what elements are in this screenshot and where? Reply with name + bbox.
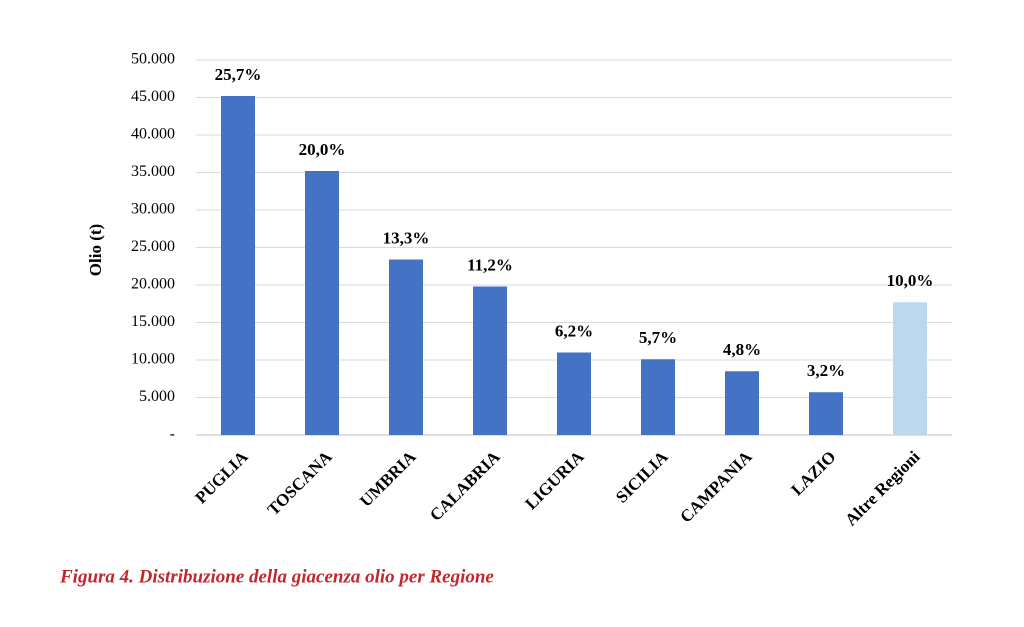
data-label: 11,2% bbox=[467, 255, 513, 274]
x-tick-label: PUGLIA bbox=[191, 447, 252, 508]
y-tick-label: 10.000 bbox=[131, 351, 175, 368]
data-label: 20,0% bbox=[299, 140, 346, 159]
y-tick-label: - bbox=[170, 426, 175, 443]
bar bbox=[305, 171, 339, 435]
bar bbox=[557, 352, 591, 435]
x-tick-label: SICILIA bbox=[612, 447, 672, 507]
x-tick-label: LIGURIA bbox=[521, 447, 588, 514]
x-tick-label: CAMPANIA bbox=[676, 447, 756, 527]
bar bbox=[389, 259, 423, 435]
bar bbox=[221, 96, 255, 435]
y-tick-label: 15.000 bbox=[131, 313, 175, 330]
x-tick-label: Altre Regioni bbox=[841, 447, 924, 530]
bar bbox=[809, 392, 843, 435]
x-tick-label: UMBRIA bbox=[356, 447, 420, 511]
data-label: 25,7% bbox=[215, 65, 262, 84]
x-tick-label: CALABRIA bbox=[426, 447, 504, 525]
y-tick-label: 5.000 bbox=[139, 388, 175, 405]
data-label: 10,0% bbox=[887, 271, 934, 290]
bar bbox=[641, 359, 675, 435]
data-label: 4,8% bbox=[723, 340, 761, 359]
y-tick-label: 30.000 bbox=[131, 201, 175, 218]
bar bbox=[725, 371, 759, 435]
x-tick-label: LAZIO bbox=[787, 447, 839, 499]
y-tick-label: 40.000 bbox=[131, 126, 175, 143]
y-tick-label: 45.000 bbox=[131, 88, 175, 105]
data-label: 5,7% bbox=[639, 328, 677, 347]
y-tick-label: 50.000 bbox=[131, 51, 175, 68]
y-tick-label: 25.000 bbox=[131, 238, 175, 255]
data-label: 13,3% bbox=[383, 228, 430, 247]
figure-caption: Figura 4. Distribuzione della giacenza o… bbox=[59, 566, 494, 587]
bar bbox=[893, 302, 927, 435]
bar bbox=[473, 286, 507, 435]
data-label: 6,2% bbox=[555, 321, 593, 340]
y-tick-label: 35.000 bbox=[131, 163, 175, 180]
data-label: 3,2% bbox=[807, 361, 845, 380]
y-tick-label: 20.000 bbox=[131, 276, 175, 293]
y-axis-label: Olio (t) bbox=[86, 224, 105, 276]
x-tick-label: TOSCANA bbox=[264, 447, 337, 520]
